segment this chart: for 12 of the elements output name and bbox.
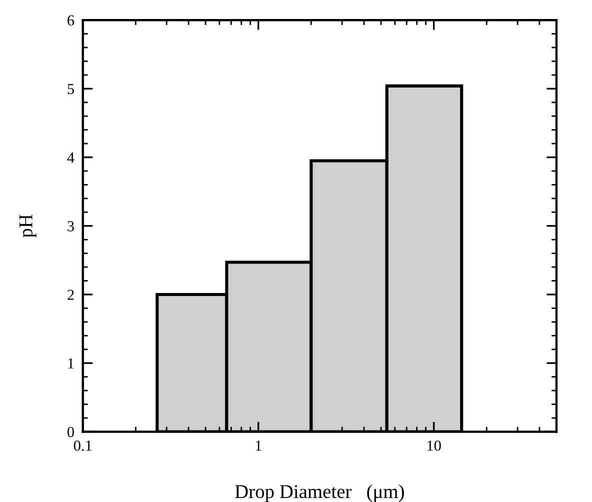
x-tick-label: 1 [256, 440, 262, 451]
x-tick-label: 0.1 [74, 440, 92, 451]
x-tick-label: 10 [428, 440, 441, 451]
x-axis-title: Drop Diameter (μm) [235, 484, 404, 502]
y-tick-label: 4 [67, 152, 74, 163]
y-tick-label: 6 [68, 15, 74, 26]
y-axis-title: pH [19, 214, 36, 238]
y-tick-label: 2 [68, 290, 74, 300]
y-tick-label: 1 [68, 358, 74, 368]
y-tick-label: 5 [68, 84, 74, 94]
y-tick-label: 3 [68, 221, 74, 232]
y-tick-label: 0 [67, 426, 74, 438]
